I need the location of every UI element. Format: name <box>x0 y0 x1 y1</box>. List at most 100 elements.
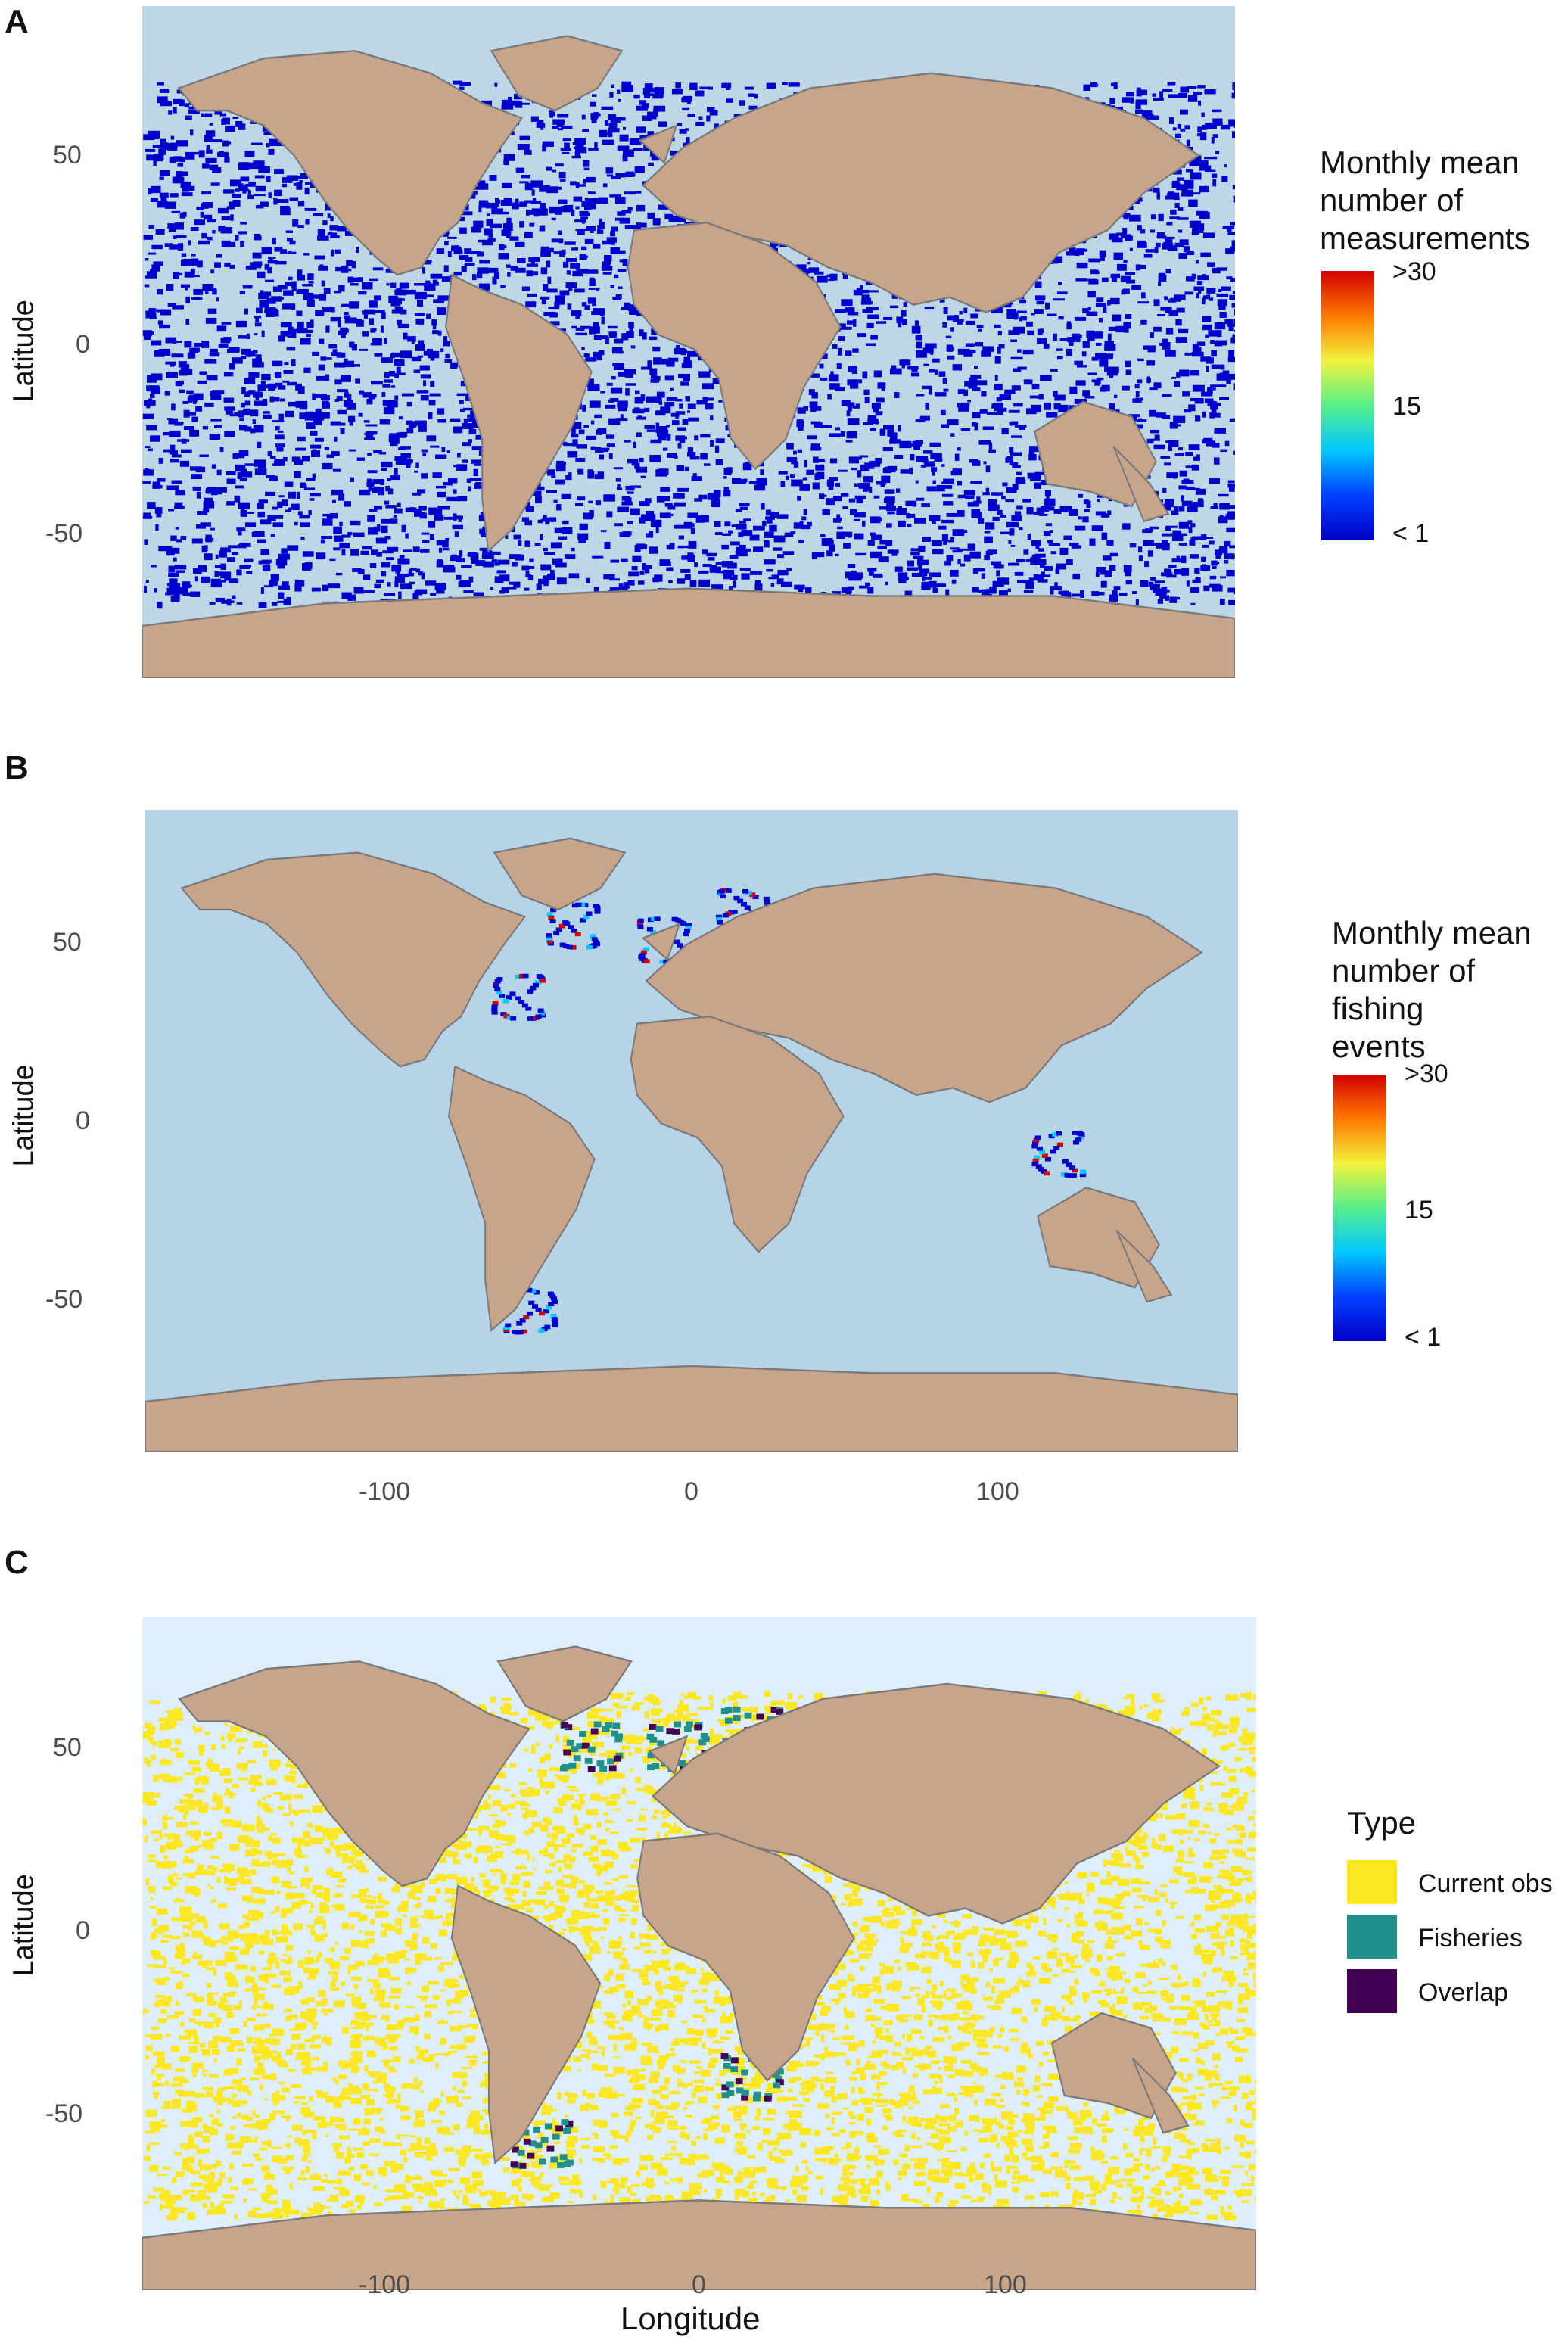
fisheries-cell <box>764 2096 772 2102</box>
fisheries-cell <box>547 2146 555 2152</box>
legend-title: Monthly mean number of fishing events <box>1332 914 1532 1066</box>
colorbar-tick: 15 <box>1392 392 1421 422</box>
fisheries-cell <box>745 1713 752 1719</box>
fisheries-cell <box>614 1756 621 1762</box>
world-map-fishing <box>145 810 1238 1452</box>
x-tick: -100 <box>359 2270 410 2300</box>
fisheries-cell <box>518 2150 525 2156</box>
colorbar-tick: < 1 <box>1392 519 1429 549</box>
fishing-cell <box>593 904 599 908</box>
fishing-cell <box>723 913 729 918</box>
fishing-cell <box>1056 1131 1062 1136</box>
fishing-cell <box>562 920 568 925</box>
legend-label: Current obs <box>1418 1869 1553 1899</box>
fisheries-cell <box>533 2127 540 2133</box>
panel-a: A Latitude 50 0 -50 Monthly mean number … <box>0 0 1568 696</box>
x-tick: 100 <box>976 1477 1019 1507</box>
fishing-cell <box>1062 1159 1069 1164</box>
fisheries-cell <box>733 1715 741 1721</box>
fishing-cell <box>674 940 680 944</box>
fishing-cell <box>510 1016 516 1021</box>
y-tick: 0 <box>76 1916 90 1946</box>
fisheries-cell <box>741 2095 748 2101</box>
fisheries-cell <box>579 1731 586 1737</box>
colorbar-tick: < 1 <box>1405 1323 1441 1352</box>
fisheries-cell <box>652 1763 659 1769</box>
x-tick: -100 <box>359 1477 410 1507</box>
fishing-cell <box>527 989 533 994</box>
fishing-cell <box>503 999 509 1004</box>
fishing-cell <box>512 1330 518 1334</box>
fishing-cell <box>523 974 529 979</box>
fisheries-cell <box>588 1747 596 1753</box>
fishing-cell <box>1080 1170 1086 1175</box>
fisheries-cell <box>611 1731 618 1737</box>
fisheries-cell <box>694 1724 702 1730</box>
fisheries-cell <box>550 2157 558 2163</box>
fishing-cell <box>647 927 653 932</box>
fishing-cell <box>717 920 723 925</box>
fisheries-cell <box>594 1722 602 1728</box>
fisheries-cell <box>560 1766 568 1772</box>
panel-b: B Latitude 50 0 -50 -100 0 100 Monthly m… <box>0 749 1568 1529</box>
fishing-cell <box>720 894 726 898</box>
fishing-cell <box>1078 1132 1084 1137</box>
fishing-cell <box>572 904 578 908</box>
y-axis-title: Latitude <box>8 1886 41 1977</box>
fishing-cell <box>1032 1162 1038 1167</box>
fishing-cell <box>505 1324 511 1328</box>
world-map-overlap <box>142 1617 1256 2290</box>
fishing-cell <box>1073 1140 1079 1145</box>
fisheries-cell <box>597 1760 605 1766</box>
fishing-cell <box>683 932 689 936</box>
colorbar-tick: 15 <box>1405 1196 1433 1225</box>
fisheries-cell <box>555 2125 563 2131</box>
fisheries-cell <box>730 2066 738 2072</box>
fisheries-cell <box>591 1729 599 1735</box>
legend-label: Overlap <box>1418 1978 1508 2008</box>
fisheries-cell <box>563 1750 571 1756</box>
y-axis-title: Latitude <box>8 1076 41 1167</box>
panel-label: B <box>5 749 29 787</box>
y-tick: 50 <box>53 1733 82 1763</box>
fisheries-cell <box>585 1758 593 1764</box>
fishing-cell <box>680 921 686 926</box>
fisheries-cell <box>607 1758 614 1764</box>
legend-title: Type <box>1347 1804 1416 1842</box>
fishing-cell <box>546 933 552 938</box>
fisheries-cell <box>605 1722 612 1728</box>
fisheries-cell <box>725 1718 733 1724</box>
fishing-cell <box>538 1009 544 1013</box>
fisheries-cell <box>539 2158 546 2164</box>
fisheries-cell <box>684 1726 692 1732</box>
legend-swatch-overlap <box>1347 1969 1397 2013</box>
fishing-cell <box>644 959 650 963</box>
legend-label: Fisheries <box>1418 1924 1523 1953</box>
y-tick: -50 <box>45 1285 82 1315</box>
legend-swatch-fisheries <box>1347 1915 1397 1959</box>
panel-c: C Latitude 50 0 -50 -100 0 100 Longitude… <box>0 1544 1568 2319</box>
panel-label: C <box>5 1544 29 1582</box>
fishing-cell <box>540 979 546 983</box>
fishing-cell <box>536 1014 542 1019</box>
map-svg <box>145 810 1238 1452</box>
fisheries-cell <box>733 1707 741 1713</box>
fishing-cell <box>655 916 661 921</box>
legend-swatch-current-obs <box>1347 1860 1397 1904</box>
fishing-cell <box>639 953 646 957</box>
legend-title: Monthly mean number of measurements <box>1320 144 1530 257</box>
y-tick: 0 <box>76 330 90 359</box>
fishing-cell <box>742 889 748 894</box>
fisheries-cell <box>568 1763 576 1769</box>
y-tick: 50 <box>53 141 82 170</box>
fisheries-cell <box>649 1724 656 1730</box>
fisheries-cell <box>560 2154 568 2160</box>
fishing-cell <box>745 905 751 910</box>
fisheries-cell <box>741 2069 748 2075</box>
fishing-cell <box>575 932 581 936</box>
fisheries-cell <box>731 2057 739 2063</box>
fishing-cell <box>764 897 770 901</box>
fisheries-cell <box>545 2123 552 2129</box>
fishing-cell <box>550 919 556 923</box>
y-tick: 50 <box>53 928 82 957</box>
